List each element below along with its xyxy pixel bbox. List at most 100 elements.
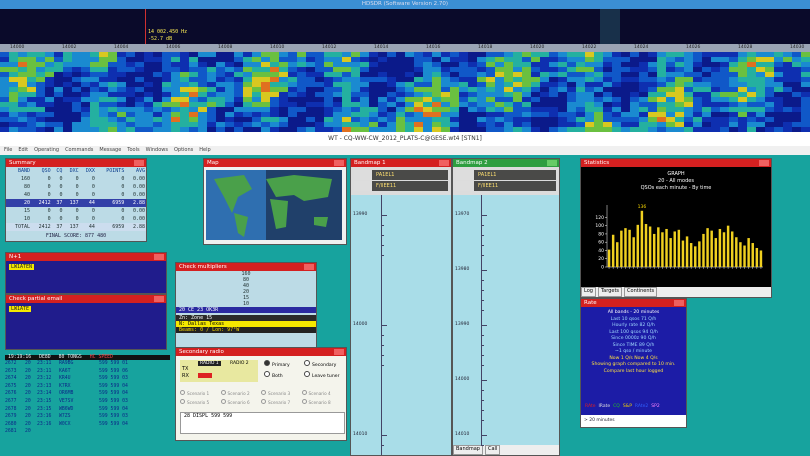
n1-entry[interactable]: LW1ATEN — [9, 264, 34, 270]
waterfall-cell — [675, 107, 684, 112]
waterfall-cell — [261, 77, 270, 82]
waterfall-cell — [288, 72, 297, 77]
tab[interactable]: Targets — [598, 287, 622, 297]
log-cell: 20 — [25, 413, 37, 421]
scenario[interactable]: Scenario 1 — [180, 390, 221, 396]
radio-entry[interactable]: 28 DISPL 599 599 — [180, 412, 345, 434]
close-button[interactable] — [154, 254, 164, 260]
radio-option[interactable]: Leave tuner — [304, 371, 344, 379]
scenario[interactable]: Scenario 7 — [261, 399, 302, 405]
close-button[interactable] — [439, 160, 449, 166]
scenario[interactable]: Scenario 6 — [221, 399, 262, 405]
waterfall-cell — [162, 122, 171, 127]
waterfall-cell — [693, 87, 702, 92]
waterfall-cell — [630, 97, 639, 102]
waterfall-cell — [342, 72, 351, 77]
close-button[interactable] — [674, 300, 684, 306]
spot[interactable]: PA1EL1 — [354, 170, 448, 180]
partial-entry[interactable]: LW1ATE — [9, 306, 31, 312]
table-cell: 0 — [80, 191, 96, 199]
waterfall-cell — [531, 102, 540, 107]
scenario[interactable]: Scenario 2 — [221, 390, 262, 396]
tab[interactable]: Log — [581, 287, 596, 297]
menu-item[interactable]: Tools — [127, 146, 139, 155]
waterfall-cell — [270, 112, 279, 117]
menu-item[interactable]: Message — [99, 146, 121, 155]
waterfall-cell — [738, 57, 747, 62]
close-button[interactable] — [759, 160, 769, 166]
waterfall-cell — [729, 112, 738, 117]
menu-item[interactable]: Windows — [146, 146, 168, 155]
waterfall-cell — [81, 117, 90, 122]
freq-label: 13990 — [353, 212, 367, 217]
menu-item[interactable]: Options — [174, 146, 193, 155]
menu-item[interactable]: Operating — [34, 146, 59, 155]
waterfall-cell — [72, 102, 81, 107]
waterfall-cell — [720, 67, 729, 72]
waterfall-cell — [657, 57, 666, 62]
radio-option[interactable]: Secondary — [304, 360, 344, 368]
spot[interactable]: F/IIEE11 — [456, 181, 556, 191]
close-button[interactable] — [334, 349, 344, 355]
waterfall-cell — [387, 122, 396, 127]
radio-option[interactable]: Primary — [264, 360, 304, 368]
close-button[interactable] — [154, 296, 164, 302]
waterfall-cell — [387, 82, 396, 87]
waterfall-cell — [702, 62, 711, 67]
waterfall-cell — [99, 92, 108, 97]
waterfall-cell — [369, 102, 378, 107]
waterfall-cell — [171, 67, 180, 72]
waterfall-cell — [693, 72, 702, 77]
waterfall-cell — [549, 62, 558, 67]
waterfall-cell — [63, 82, 72, 87]
close-button[interactable] — [334, 160, 344, 166]
waterfall-cell — [522, 62, 531, 67]
waterfall-cell — [369, 87, 378, 92]
graph-text: 20 - All modes — [658, 178, 694, 184]
waterfall-cell — [486, 107, 495, 112]
waterfall-cell — [171, 82, 180, 87]
spot[interactable]: F/IIEE11 — [354, 181, 448, 191]
waterfall-cell — [648, 52, 657, 57]
waterfall-cell — [792, 112, 801, 117]
waterfall-cell — [549, 92, 558, 97]
waterfall-cell — [783, 62, 792, 67]
waterfall-cell — [45, 52, 54, 57]
radio2-label[interactable]: RADIO 2 — [230, 361, 249, 366]
waterfall-cell — [225, 92, 234, 97]
waterfall-cell — [54, 117, 63, 122]
menu-item[interactable]: Edit — [18, 146, 28, 155]
waterfall-cell — [9, 67, 18, 72]
close-button[interactable] — [304, 264, 314, 270]
scenario[interactable]: Scenario 3 — [261, 390, 302, 396]
waterfall-cell — [459, 62, 468, 67]
waterfall-cell — [576, 52, 585, 57]
scenario[interactable]: Scenario 5 — [180, 399, 221, 405]
window-titlebar: Bandmap 2 — [453, 159, 559, 167]
header-cell: POINTS — [96, 167, 125, 175]
menu-item[interactable]: File — [4, 146, 12, 155]
radio1-label[interactable]: RADIO 1 — [198, 361, 221, 366]
waterfall-cell — [558, 82, 567, 87]
waterfall-cell — [216, 92, 225, 97]
scenario[interactable]: Scenario 8 — [302, 399, 343, 405]
waterfall-cell — [747, 122, 756, 127]
waterfall-cell — [252, 92, 261, 97]
waterfall-cell — [738, 102, 747, 107]
menu-item[interactable]: Help — [199, 146, 210, 155]
waterfall-cell — [738, 92, 747, 97]
waterfall-cell — [81, 92, 90, 97]
radio-option[interactable]: Both — [264, 371, 304, 379]
waterfall-cell — [351, 92, 360, 97]
waterfall-cell — [27, 117, 36, 122]
waterfall-cell — [261, 97, 270, 102]
waterfall-cell — [369, 92, 378, 97]
close-button[interactable] — [134, 160, 144, 166]
tick — [381, 335, 384, 336]
spot[interactable]: PA1EL1 — [456, 170, 556, 180]
close-button[interactable] — [547, 160, 557, 166]
tab[interactable]: Continents — [624, 287, 657, 297]
scenario[interactable]: Scenario 4 — [302, 390, 343, 396]
menu-item[interactable]: Commands — [65, 146, 93, 155]
tick — [481, 380, 487, 381]
